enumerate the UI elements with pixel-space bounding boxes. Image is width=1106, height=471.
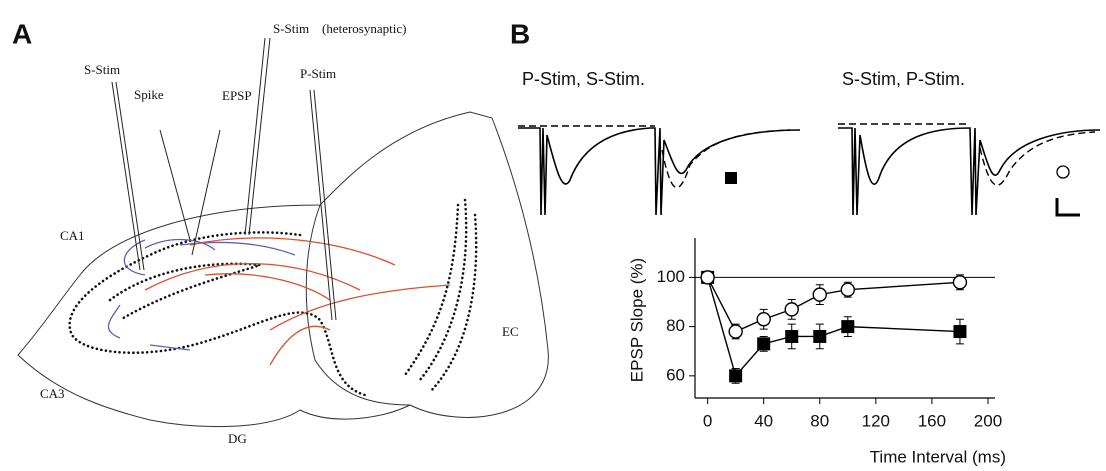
cell-layer	[108, 262, 261, 322]
point	[812, 287, 827, 302]
x-axis-label: Time Interval (ms)	[870, 447, 1006, 466]
x-tick-label: 200	[974, 411, 1002, 430]
cell-layer	[403, 198, 478, 394]
cell-layer	[68, 231, 367, 397]
panel-b-traces: B P-Stim, S-Stim. S-Stim, P-Stim.	[510, 18, 1101, 217]
diagram-label: EPSP	[222, 88, 252, 103]
point	[756, 312, 771, 327]
trace	[838, 123, 1096, 186]
diagram-label: EC	[502, 324, 519, 339]
hippocampus-outline	[17, 111, 549, 428]
marker-key	[1056, 165, 1070, 179]
diagram-label: (heterosynaptic)	[322, 21, 406, 36]
x-tick-label: 0	[703, 411, 712, 430]
ec-border	[305, 204, 411, 406]
series-line	[706, 277, 960, 333]
point	[813, 329, 827, 343]
marker-key	[725, 172, 737, 184]
point	[729, 369, 743, 383]
trace	[838, 127, 1101, 216]
point	[840, 282, 856, 297]
x-tick-label: 160	[918, 411, 946, 430]
x-tick-label: 80	[810, 411, 829, 430]
point	[952, 275, 968, 290]
panel-label: B	[510, 18, 530, 49]
scale-bar	[1055, 198, 1080, 217]
trace	[518, 125, 791, 189]
pathway	[144, 237, 451, 366]
panel-label: A	[12, 18, 32, 49]
point	[841, 320, 855, 334]
y-axis-label: EPSP Slope (%)	[627, 258, 646, 382]
pathway	[107, 238, 296, 351]
panel-a-diagram: A S-Stim Spike EPSP S-Stim (heterosynapt…	[12, 18, 549, 446]
trace-title: S-Stim, P-Stim.	[842, 69, 965, 89]
y-tick-label: 60	[666, 365, 685, 384]
electrode	[111, 37, 337, 321]
point	[785, 329, 799, 343]
plot: EPSP Slope (%) Time Interval (ms) 60 80 10…	[627, 238, 1006, 466]
diagram-label: DG	[228, 431, 247, 446]
x-tick-label: 120	[862, 411, 890, 430]
trace-title: P-Stim, S-Stim.	[522, 69, 645, 89]
diagram-label: Spike	[134, 87, 164, 102]
point	[953, 325, 967, 339]
x-tick-label: 40	[754, 411, 773, 430]
point	[757, 337, 771, 351]
point	[728, 324, 743, 339]
diagram-label: P-Stim	[300, 66, 336, 81]
trace	[518, 127, 801, 216]
y-tick-label: 100	[657, 267, 685, 286]
point	[700, 270, 715, 285]
y-tick-label: 80	[666, 316, 685, 335]
diagram-label: CA3	[40, 386, 65, 401]
diagram-label: CA1	[60, 228, 85, 243]
diagram-label: S-Stim	[273, 21, 309, 36]
point	[784, 302, 799, 317]
diagram-label: S-Stim	[84, 62, 120, 77]
